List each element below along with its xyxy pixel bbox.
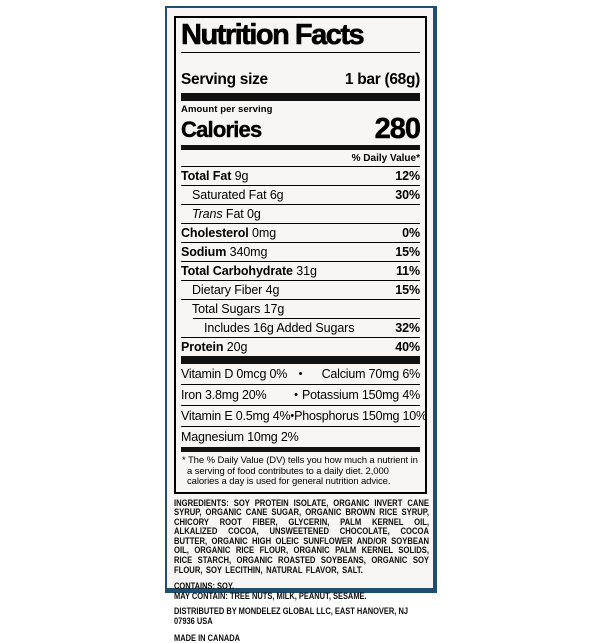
nutrition-panel: Nutrition Facts Serving size 1 bar (68g)…	[165, 6, 437, 593]
nutrient-amount: 4g	[266, 283, 280, 297]
nutrient-name: Total Sugars	[192, 302, 260, 316]
calories-label: Calories	[181, 118, 261, 142]
nutrient-row-protein: Protein 20g 40%	[181, 338, 420, 356]
bullet-separator-icon: •	[295, 367, 307, 382]
calories-value: 280	[375, 116, 420, 142]
vitamin-row-3: Vitamin E 0.5mg 4% • Phosphorus 150mg 10…	[181, 406, 420, 426]
nutrient-name: Total Carbohydrate	[181, 264, 293, 278]
nutrient-amount: 340mg	[230, 245, 268, 259]
serving-size-value: 1 bar (68g)	[345, 71, 420, 88]
distributor-line: DISTRIBUTED BY MONDELEZ GLOBAL LLC, EAST…	[174, 607, 429, 626]
nutrient-dv: 15%	[395, 245, 420, 259]
nutrient-row-cholesterol: Cholesterol 0mg 0%	[181, 224, 420, 242]
vitamin-left: Vitamin D 0mcg 0%	[181, 367, 295, 382]
nutrient-name: Total Fat	[181, 169, 231, 183]
vitamin-left: Vitamin E 0.5mg 4%	[181, 409, 290, 424]
nutrient-row-sodium: Sodium 340mg 15%	[181, 243, 420, 261]
calories-row: Calories 280	[181, 115, 420, 142]
divider-thick	[181, 356, 420, 364]
nutrient-row-saturated-fat: Saturated Fat 6g 30%	[181, 186, 420, 204]
allergen-statement: CONTAINS: SOY. MAY CONTAIN: TREE NUTS, M…	[174, 582, 429, 601]
nutrient-amount: 0mg	[252, 226, 276, 240]
nutrient-amount: 31g	[296, 264, 317, 278]
nutrient-row-total-fat: Total Fat 9g 12%	[181, 167, 420, 185]
nutrient-dv: 32%	[395, 321, 420, 335]
nutrient-amount: Fat 0g	[226, 207, 261, 221]
divider-medium	[181, 447, 420, 452]
nutrient-dv: 0%	[402, 226, 420, 240]
nutrient-dv: 11%	[396, 264, 420, 278]
nutrient-name: Trans	[192, 207, 223, 221]
divider-thick	[181, 93, 420, 101]
vitamin-right: Calcium 70mg 6%	[307, 367, 421, 382]
nutrient-amount: 20g	[227, 340, 248, 354]
vitamin-row-4: Magnesium 10mg 2%	[181, 427, 420, 447]
nutrient-row-added-sugars: Includes 16g Added Sugars 32%	[181, 319, 420, 337]
nutrient-name: Cholesterol	[181, 226, 249, 240]
daily-value-header: % Daily Value*	[181, 150, 420, 166]
nutrient-dv: 30%	[395, 188, 420, 202]
nutrient-dv: 40%	[395, 340, 420, 354]
nutrient-row-dietary-fiber: Dietary Fiber 4g 15%	[181, 281, 420, 299]
nutrient-amount: 17g	[264, 302, 285, 316]
nutrient-dv: 15%	[395, 283, 420, 297]
nutrition-facts-title: Nutrition Facts	[181, 21, 420, 53]
nutrient-name: Includes 16g Added Sugars	[204, 321, 354, 335]
bullet-separator-icon: •	[290, 388, 302, 403]
nutrient-row-total-sugars: Total Sugars 17g	[181, 300, 420, 318]
nutrient-name: Sodium	[181, 245, 226, 259]
ingredients-text: INGREDIENTS: SOY PROTEIN ISOLATE, ORGANI…	[174, 499, 429, 576]
vitamin-row-2: Iron 3.8mg 20% • Potassium 150mg 4%	[181, 385, 420, 405]
nutrient-dv: 12%	[395, 169, 420, 183]
nutrient-name: Saturated Fat	[192, 188, 266, 202]
daily-value-footnote: * The % Daily Value (DV) tells you how m…	[181, 456, 420, 488]
nutrient-name: Dietary Fiber	[192, 283, 262, 297]
nutrient-amount: 6g	[270, 188, 284, 202]
serving-size-row: Serving size 1 bar (68g)	[181, 71, 420, 88]
vitamin-row-1: Vitamin D 0mcg 0% • Calcium 70mg 6%	[181, 364, 420, 384]
nutrient-amount: 9g	[235, 169, 249, 183]
label-bottom-text: INGREDIENTS: SOY PROTEIN ISOLATE, ORGANI…	[174, 499, 429, 643]
vitamin-right: Potassium 150mg 4%	[302, 388, 420, 403]
nutrient-name: Protein	[181, 340, 223, 354]
made-in-line: MADE IN CANADA	[174, 634, 429, 643]
vitamin-left: Iron 3.8mg 20%	[181, 388, 290, 403]
vitamin-right: Phosphorus 150mg 10%	[294, 409, 427, 424]
nutrient-row-trans-fat: Trans Fat 0g	[181, 205, 420, 223]
nutrient-row-total-carbohydrate: Total Carbohydrate 31g 11%	[181, 262, 420, 280]
serving-size-label: Serving size	[181, 71, 268, 88]
vitamin-left: Magnesium 10mg 2%	[181, 430, 420, 445]
nutrition-facts-label: Nutrition Facts Serving size 1 bar (68g)…	[174, 16, 427, 494]
